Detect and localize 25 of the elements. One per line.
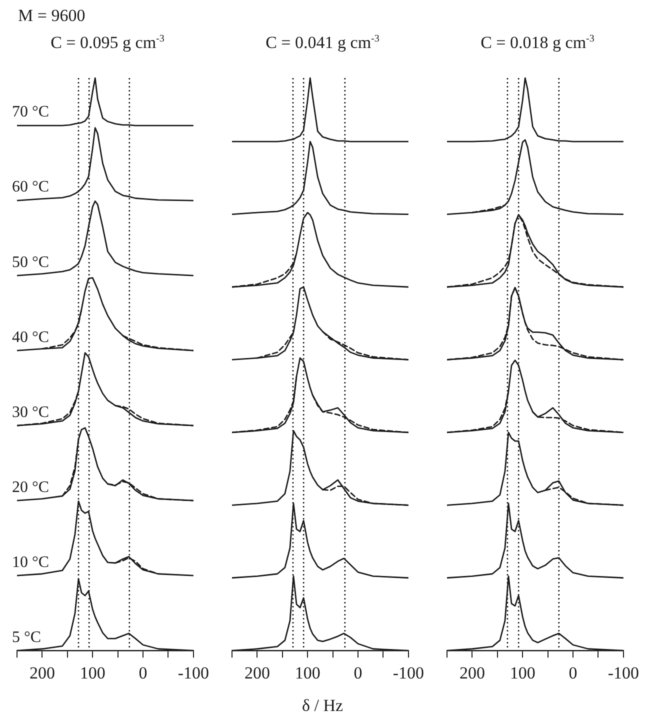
x-tick-label: 200 bbox=[29, 663, 55, 682]
x-tick-label: -100 bbox=[608, 663, 640, 682]
x-tick-label: 0 bbox=[138, 663, 148, 682]
series-label: 70 °C bbox=[12, 104, 50, 121]
x-axis-title: δ / Hz bbox=[300, 696, 344, 716]
series-label: 50 °C bbox=[12, 254, 50, 271]
x-tick-label: 200 bbox=[459, 663, 485, 682]
x-tick-label: 200 bbox=[244, 663, 270, 682]
series-label: 30 °C bbox=[12, 404, 50, 421]
x-tick-label: -100 bbox=[178, 663, 210, 682]
x-tick-label: 100 bbox=[294, 663, 320, 682]
x-tick-label: 0 bbox=[568, 663, 578, 682]
x-tick-label: -100 bbox=[392, 663, 424, 682]
series-label: 5 °C bbox=[12, 628, 42, 646]
chart-title: C = 0.095 g cm$^{-3}$ bbox=[50, 33, 166, 53]
x-tick-label: 100 bbox=[510, 663, 536, 682]
series-label: 40 °C bbox=[12, 328, 50, 346]
text: M = 9600 bbox=[18, 6, 86, 26]
x-tick-label: 0 bbox=[354, 663, 362, 682]
chart-title: C = 0.018 g cm$^{-3}$ bbox=[480, 33, 596, 53]
chart-title: C = 0.041 g cm$^{-3}$ bbox=[264, 33, 380, 53]
series-label: 10 °C bbox=[12, 554, 50, 571]
series-label: 20 °C bbox=[12, 478, 50, 496]
series-label: 60 °C bbox=[12, 178, 50, 196]
x-tick-label: 100 bbox=[80, 663, 106, 682]
